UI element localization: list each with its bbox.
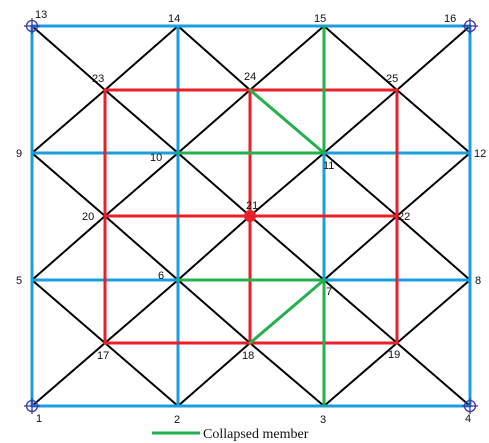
diagonal-member-20-6 <box>104 215 179 281</box>
collapsed-members <box>176 24 326 408</box>
node-label-25: 25 <box>386 73 398 85</box>
diagonal-member-8-19 <box>396 279 471 344</box>
node-label-19: 19 <box>388 349 400 361</box>
diagonal-member-13-23 <box>31 25 106 91</box>
support-marker-1 <box>24 398 40 414</box>
diagonal-member-11-21 <box>249 152 325 217</box>
hub-node-marker <box>244 210 256 222</box>
diagonal-member-23-10 <box>104 89 179 154</box>
diagonal-member-20-5 <box>31 215 106 281</box>
support-marker-4 <box>462 398 478 414</box>
collapsed-member-24-11 <box>248 88 326 155</box>
node-label-15: 15 <box>314 13 326 25</box>
diagonal-member-5-17 <box>31 279 106 344</box>
node-label-3: 3 <box>320 414 326 426</box>
node-label-14: 14 <box>168 13 180 25</box>
diagonal-member-10-21 <box>177 152 251 217</box>
diagonal-members <box>31 25 471 407</box>
node-label-21: 21 <box>246 200 258 212</box>
node-label-13: 13 <box>35 9 47 21</box>
diagonal-member-18-2 <box>177 342 251 407</box>
diagonal-member-16-25 <box>396 25 471 91</box>
node-label-22: 22 <box>398 211 410 223</box>
diagonal-member-7-19 <box>323 279 398 344</box>
diagonal-member-15-25 <box>323 25 398 91</box>
diagonal-member-14-23 <box>104 25 179 91</box>
diagonal-member-19-4 <box>396 342 471 407</box>
diagonal-member-14-24 <box>177 25 251 91</box>
diagonal-member-15-24 <box>249 25 325 91</box>
diagonal-member-21-6 <box>177 215 251 281</box>
node-label-17: 17 <box>97 350 109 362</box>
diagonal-member-11-22 <box>323 152 398 217</box>
diagonal-member-6-17 <box>104 279 179 344</box>
legend: Collapsed member <box>152 427 309 442</box>
node-label-7: 7 <box>326 286 332 298</box>
diagonal-member-10-20 <box>104 152 179 217</box>
node-label-1: 1 <box>36 413 42 425</box>
node-label-2: 2 <box>174 414 180 426</box>
diagonal-member-18-3 <box>249 342 325 407</box>
node-label-10: 10 <box>150 152 162 164</box>
node-label-16: 16 <box>444 13 456 25</box>
diagonal-member-23-9 <box>31 89 106 154</box>
node-label-18: 18 <box>242 350 254 362</box>
diagonal-member-12-22 <box>396 152 471 217</box>
diagonal-member-19-3 <box>323 342 398 407</box>
diagonal-member-9-20 <box>31 152 106 217</box>
support-markers <box>24 18 478 414</box>
diagonal-member-25-12 <box>396 89 471 154</box>
legend-label: Collapsed member <box>203 427 309 442</box>
diagonal-member-22-7 <box>323 215 398 281</box>
collapsed-member-7-18 <box>248 278 326 345</box>
diagonal-member-24-10 <box>177 89 251 154</box>
node-label-12: 12 <box>474 148 486 160</box>
hub-marker <box>244 210 256 222</box>
node-label-6: 6 <box>158 270 164 282</box>
diagonal-member-6-18 <box>177 279 251 344</box>
support-marker-16 <box>462 18 478 34</box>
diagonal-member-17-1 <box>31 342 106 407</box>
node-label-4: 4 <box>465 413 471 425</box>
support-marker-13 <box>24 18 40 34</box>
diagonal-member-22-8 <box>396 215 471 281</box>
node-label-20: 20 <box>82 211 94 223</box>
diagonal-member-25-11 <box>323 89 398 154</box>
node-label-23: 23 <box>92 73 104 85</box>
diagonal-member-17-2 <box>104 342 179 407</box>
node-label-8: 8 <box>475 275 481 287</box>
node-label-11: 11 <box>323 160 334 172</box>
node-label-9: 9 <box>16 148 22 160</box>
node-label-5: 5 <box>16 275 22 287</box>
diagonal-member-21-7 <box>249 215 325 281</box>
node-label-24: 24 <box>244 71 256 83</box>
